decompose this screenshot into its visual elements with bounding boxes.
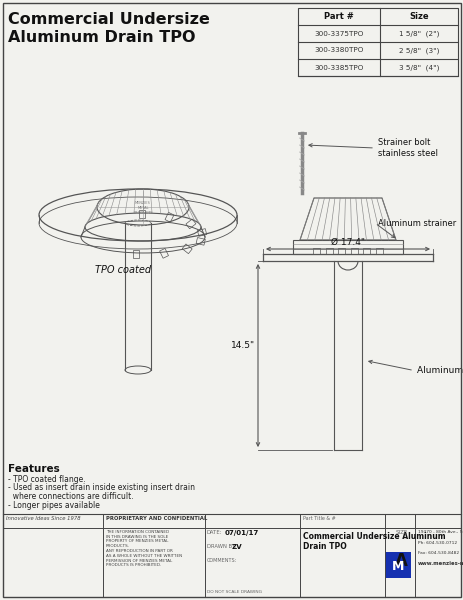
Bar [139, 210, 144, 218]
Bar [133, 250, 139, 258]
Text: Features: Features [8, 464, 60, 474]
Bar [159, 248, 168, 258]
Text: A: A [394, 552, 407, 570]
Text: 2 5/8"  (3"): 2 5/8" (3") [398, 47, 438, 54]
Text: Fax: 604-530-8482: Fax: 604-530-8482 [417, 551, 458, 555]
Text: Strainer bolt
stainless steel: Strainer bolt stainless steel [377, 138, 437, 158]
Text: Ø 17.4": Ø 17.4" [330, 238, 364, 247]
Text: 300-3380TPO: 300-3380TPO [313, 47, 363, 53]
Bar [196, 238, 205, 245]
Text: where connections are difficult.: where connections are difficult. [8, 492, 133, 501]
Text: - Used as insert drain inside existing insert drain: - Used as insert drain inside existing i… [8, 484, 194, 493]
Text: TPO coated: TPO coated [95, 265, 151, 275]
Text: Part Title & #: Part Title & # [302, 516, 335, 521]
Text: Size: Size [408, 12, 428, 21]
Bar [375, 248, 382, 254]
Text: - TPO coated flange.: - TPO coated flange. [8, 475, 86, 484]
Text: www.menzies-metal.com: www.menzies-metal.com [417, 561, 463, 566]
Text: Ph: 604-530-0712: Ph: 604-530-0712 [417, 541, 456, 545]
Text: 07/01/17: 07/01/17 [225, 530, 259, 536]
Bar [297, 8, 457, 76]
Bar [292, 240, 402, 254]
Text: Aluminum pipe: Aluminum pipe [416, 366, 463, 375]
Text: Commercial Undersize Aluminum Drain TPO: Commercial Undersize Aluminum Drain TPO [302, 532, 444, 551]
Text: ZV: ZV [232, 544, 242, 550]
Text: PRODUCTS: PRODUCTS [133, 211, 152, 215]
Bar [313, 248, 319, 254]
Text: 19370 - 80th Ave., Surrey, BC  V3S 3M2: 19370 - 80th Ave., Surrey, BC V3S 3M2 [417, 530, 463, 534]
Bar [165, 212, 174, 222]
Bar [384, 552, 410, 578]
Bar [186, 219, 195, 229]
Text: SIZE: SIZE [394, 530, 407, 535]
Text: 300-3385TPO: 300-3385TPO [313, 64, 363, 70]
Bar [182, 244, 192, 254]
Text: DRAWN BY:: DRAWN BY: [206, 544, 236, 549]
Text: M: M [391, 559, 403, 572]
Text: Innovative Ideas Since 1978: Innovative Ideas Since 1978 [6, 516, 81, 521]
Text: DATE:: DATE: [206, 530, 222, 535]
Text: Commercial Undersize
Aluminum Drain TPO: Commercial Undersize Aluminum Drain TPO [8, 12, 209, 45]
Text: Part #: Part # [324, 12, 353, 21]
Text: 3 5/8"  (4"): 3 5/8" (4") [398, 64, 438, 71]
Text: 300-3375TPO: 300-3375TPO [313, 31, 363, 37]
Bar [363, 248, 369, 254]
Bar [197, 229, 206, 236]
Bar [350, 248, 357, 254]
Text: 14.5": 14.5" [231, 341, 255, 350]
Text: THE INFORMATION CONTAINED
IN THIS DRAWING IS THE SOLE
PROPERTY OF MENZIES METAL
: THE INFORMATION CONTAINED IN THIS DRAWIN… [106, 530, 182, 567]
Text: Aluminum strainer: Aluminum strainer [377, 218, 455, 227]
Text: COMMENTS:: COMMENTS: [206, 558, 237, 563]
Text: PROPRIETARY AND CONFIDENTIAL: PROPRIETARY AND CONFIDENTIAL [106, 516, 207, 521]
Bar [338, 248, 344, 254]
Text: METAL: METAL [137, 206, 149, 210]
Text: - Longer pipes available: - Longer pipes available [8, 500, 100, 509]
Text: 1 5/8"  (2"): 1 5/8" (2") [398, 30, 438, 37]
Text: DO NOT SCALE DRAWING: DO NOT SCALE DRAWING [206, 590, 262, 594]
Bar [325, 248, 332, 254]
Text: MENZIES: MENZIES [135, 201, 150, 205]
